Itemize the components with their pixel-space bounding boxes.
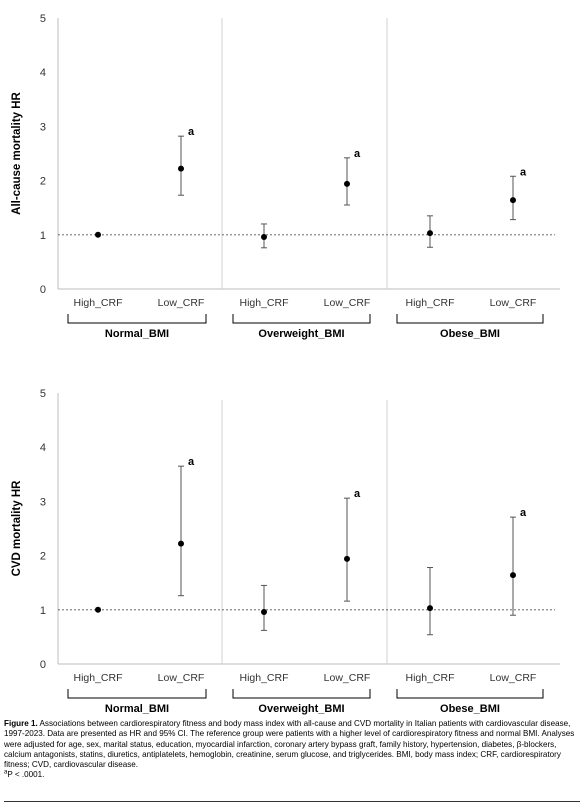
group-bracket <box>396 689 544 699</box>
y-tick-label: 3 <box>40 496 46 508</box>
figure-caption-label: Figure 1. <box>4 719 38 728</box>
group-bracket <box>232 689 371 699</box>
x-tick-label: Low_CRF <box>490 297 537 309</box>
footnote-mark: a <box>4 769 8 776</box>
x-tick-label: Low_CRF <box>324 297 371 309</box>
y-axis-title: CVD mortality HR <box>11 480 23 577</box>
group-label: Overweight_BMI <box>258 328 344 340</box>
x-tick-label: Low_CRF <box>490 672 537 684</box>
y-tick-label: 1 <box>40 605 46 617</box>
group-label: Normal_BMI <box>105 328 169 340</box>
group-bracket <box>67 314 207 324</box>
group-label: Obese_BMI <box>440 703 500 715</box>
bottom-rule <box>4 801 580 802</box>
significance-label: a <box>188 456 195 468</box>
significance-label: a <box>188 126 195 138</box>
hr-point <box>178 540 184 547</box>
y-tick-label: 1 <box>40 230 46 242</box>
y-axis-title: All-cause mortality HR <box>11 91 23 214</box>
y-tick-label: 5 <box>40 388 46 400</box>
group-label: Normal_BMI <box>105 703 169 715</box>
hr-point <box>344 555 350 562</box>
figure-caption-text: Associations between cardiorespiratory f… <box>4 719 575 770</box>
significance-label: a <box>354 148 361 160</box>
y-tick-label: 4 <box>40 442 46 454</box>
hr-point <box>261 233 267 240</box>
y-tick-label: 5 <box>40 13 46 25</box>
x-tick-label: High_CRF <box>73 672 122 684</box>
x-tick-label: High_CRF <box>239 297 288 309</box>
hr-point <box>261 608 267 615</box>
hr-point <box>427 605 433 612</box>
group-label: Obese_BMI <box>440 328 500 340</box>
significance-label: a <box>354 488 361 500</box>
y-tick-label: 3 <box>40 121 46 133</box>
group-bracket <box>67 689 207 699</box>
y-tick-label: 0 <box>40 659 46 671</box>
group-bracket <box>396 314 544 324</box>
hr-point <box>95 606 101 613</box>
group-bracket <box>232 314 371 324</box>
x-tick-label: High_CRF <box>405 672 454 684</box>
x-tick-label: Low_CRF <box>158 672 205 684</box>
hr-point <box>427 230 433 237</box>
footnote-text: P < .0001. <box>7 770 45 780</box>
hr-point <box>95 231 101 238</box>
x-tick-label: Low_CRF <box>158 297 205 309</box>
y-tick-label: 2 <box>40 551 46 563</box>
significance-label: a <box>520 166 527 178</box>
x-tick-label: Low_CRF <box>324 672 371 684</box>
y-tick-label: 4 <box>40 67 46 79</box>
hr-point <box>510 197 516 204</box>
y-tick-label: 2 <box>40 176 46 188</box>
x-tick-label: High_CRF <box>73 297 122 309</box>
hr-point <box>178 165 184 172</box>
x-tick-label: High_CRF <box>405 297 454 309</box>
x-tick-label: High_CRF <box>239 672 288 684</box>
y-tick-label: 0 <box>40 284 46 296</box>
hr-point <box>510 572 516 579</box>
figure-caption: Figure 1. Associations between cardiores… <box>4 719 578 781</box>
hr-point <box>344 180 350 187</box>
group-label: Overweight_BMI <box>258 703 344 715</box>
all-cause-mortality-chart: 0 1 2 3 4 5 All-cause mortality HR High_CRF Low_… <box>11 13 560 340</box>
significance-label: a <box>520 507 527 519</box>
cvd-mortality-chart: 0 1 2 3 4 5 CVD mortality HR High_CRF Low_CRF Nor… <box>11 388 560 715</box>
